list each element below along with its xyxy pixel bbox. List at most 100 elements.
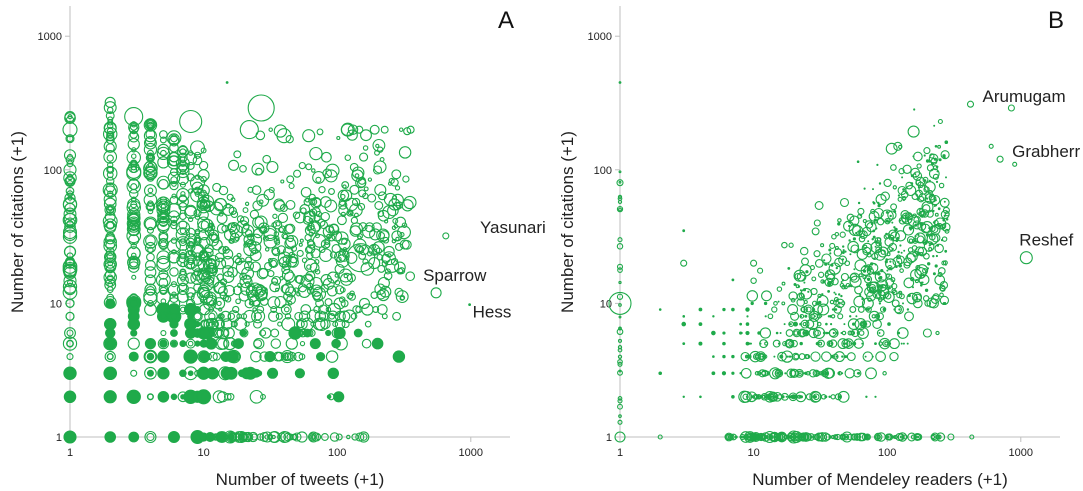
data-point xyxy=(857,207,865,215)
data-point xyxy=(251,309,266,324)
data-point xyxy=(849,284,853,288)
data-point xyxy=(271,277,279,285)
data-point xyxy=(128,351,139,362)
data-point xyxy=(874,245,877,248)
data-point xyxy=(837,222,841,226)
data-point xyxy=(369,228,382,241)
data-point xyxy=(63,207,77,221)
data-point xyxy=(335,433,343,441)
data-point xyxy=(787,430,801,444)
data-point xyxy=(371,244,376,249)
data-point xyxy=(371,337,384,350)
data-point xyxy=(823,259,826,262)
data-point xyxy=(866,277,871,281)
data-point xyxy=(858,432,868,442)
data-point xyxy=(788,355,791,358)
data-point xyxy=(740,367,752,379)
data-point xyxy=(346,292,354,300)
data-point xyxy=(877,435,881,439)
data-point xyxy=(66,329,74,337)
data-point xyxy=(130,242,137,250)
data-point xyxy=(294,311,303,321)
data-point xyxy=(233,150,242,159)
data-point xyxy=(468,303,472,307)
data-point xyxy=(267,296,281,310)
data-point xyxy=(351,433,359,441)
data-point xyxy=(302,330,309,336)
data-point xyxy=(176,187,190,202)
data-point xyxy=(239,257,245,263)
data-point xyxy=(914,266,927,280)
data-point xyxy=(902,224,915,236)
data-point xyxy=(308,432,317,442)
data-point xyxy=(838,395,842,399)
data-point xyxy=(825,331,829,335)
data-point xyxy=(383,219,389,224)
data-point xyxy=(804,354,810,360)
data-point xyxy=(875,246,882,253)
data-point xyxy=(784,372,787,375)
data-point xyxy=(63,264,77,278)
data-point xyxy=(892,185,897,190)
data-point xyxy=(893,226,896,229)
data-point xyxy=(812,393,820,401)
data-point xyxy=(222,248,234,260)
data-point xyxy=(789,355,792,358)
data-point xyxy=(144,136,156,147)
data-point xyxy=(292,432,302,442)
data-point xyxy=(832,331,835,335)
data-point xyxy=(193,312,202,321)
data-point xyxy=(844,355,848,359)
data-point xyxy=(928,190,933,195)
data-point xyxy=(858,229,861,232)
data-point xyxy=(863,265,866,268)
data-point xyxy=(192,155,203,166)
data-point xyxy=(65,298,75,308)
data-point xyxy=(798,433,806,441)
data-point xyxy=(1019,251,1033,265)
data-point xyxy=(353,212,359,218)
data-point xyxy=(862,218,867,224)
data-point xyxy=(886,269,889,272)
data-point xyxy=(383,245,395,258)
data-point xyxy=(127,218,140,231)
data-point xyxy=(833,248,843,257)
x-tick-label: 100 xyxy=(328,447,346,459)
data-point xyxy=(788,242,794,248)
data-point xyxy=(834,293,837,296)
data-point xyxy=(866,268,870,272)
data-point xyxy=(925,233,930,237)
data-point xyxy=(835,355,839,358)
data-point xyxy=(818,300,822,305)
data-point xyxy=(268,371,274,376)
data-point xyxy=(907,247,914,253)
data-point xyxy=(63,430,77,444)
data-point xyxy=(203,296,217,311)
data-point xyxy=(65,134,75,144)
data-point xyxy=(378,232,386,239)
data-point xyxy=(905,214,911,220)
data-point xyxy=(285,135,294,144)
data-point xyxy=(104,204,116,216)
data-point xyxy=(213,281,226,295)
data-point xyxy=(168,135,180,147)
data-point xyxy=(244,321,250,327)
data-point xyxy=(944,211,950,217)
data-point xyxy=(828,284,831,287)
data-point xyxy=(874,216,877,219)
data-point xyxy=(894,227,898,232)
data-point xyxy=(269,259,278,268)
data-point xyxy=(229,237,235,244)
data-point xyxy=(146,369,154,377)
data-point xyxy=(347,124,359,135)
data-point xyxy=(617,237,623,243)
data-point xyxy=(829,242,836,249)
data-point xyxy=(230,223,236,229)
data-point xyxy=(170,433,178,441)
data-point xyxy=(156,250,171,265)
data-point xyxy=(752,393,759,400)
data-point xyxy=(392,202,402,211)
data-point xyxy=(395,290,409,304)
